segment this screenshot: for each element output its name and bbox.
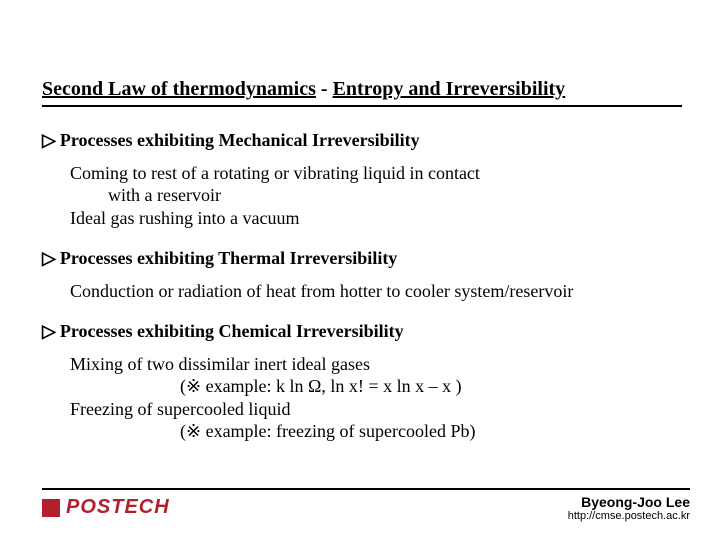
section-heading-mechanical: ▷Processes exhibiting Mechanical Irrever… xyxy=(42,129,678,152)
logo-text: POSTECH xyxy=(66,496,170,519)
body-line: with a reservoir xyxy=(70,184,678,207)
section-heading-text: Processes exhibiting Thermal Irreversibi… xyxy=(60,248,397,268)
triangle-bullet-icon: ▷ xyxy=(42,129,56,152)
section-heading-chemical: ▷Processes exhibiting Chemical Irreversi… xyxy=(42,320,678,343)
footer-row: POSTECH Byeong-Joo Lee http://cmse.poste… xyxy=(42,494,690,522)
section-heading-text: Processes exhibiting Chemical Irreversib… xyxy=(60,321,404,341)
footer-right: Byeong-Joo Lee http://cmse.postech.ac.kr xyxy=(568,494,690,522)
section-body-mechanical: Coming to rest of a rotating or vibratin… xyxy=(70,162,678,230)
body-line: (※ example: freezing of supercooled Pb) xyxy=(70,420,678,443)
body-line: Conduction or radiation of heat from hot… xyxy=(70,280,678,303)
title-part-2: Entropy and Irreversibility xyxy=(333,78,566,100)
section-heading-text: Processes exhibiting Mechanical Irrevers… xyxy=(60,130,420,150)
section-body-thermal: Conduction or radiation of heat from hot… xyxy=(70,280,678,303)
footer: POSTECH Byeong-Joo Lee http://cmse.poste… xyxy=(42,488,690,522)
content-area: ▷Processes exhibiting Mechanical Irrever… xyxy=(42,107,678,443)
postech-logo: POSTECH xyxy=(42,494,170,519)
body-line: Coming to rest of a rotating or vibratin… xyxy=(70,162,678,185)
title-area: Second Law of thermodynamics - Entropy a… xyxy=(42,0,678,107)
title-dash: - xyxy=(316,78,333,100)
body-line: Ideal gas rushing into a vacuum xyxy=(70,207,678,230)
slide-title: Second Law of thermodynamics - Entropy a… xyxy=(42,78,678,101)
body-line: Mixing of two dissimilar inert ideal gas… xyxy=(70,353,678,376)
footer-rule xyxy=(42,488,690,490)
author-url: http://cmse.postech.ac.kr xyxy=(568,510,690,522)
triangle-bullet-icon: ▷ xyxy=(42,320,56,343)
title-part-1: Second Law of thermodynamics xyxy=(42,78,316,100)
logo-badge-icon xyxy=(42,499,60,517)
slide: Second Law of thermodynamics - Entropy a… xyxy=(0,0,720,540)
author-name: Byeong-Joo Lee xyxy=(568,494,690,510)
triangle-bullet-icon: ▷ xyxy=(42,247,56,270)
body-line: (※ example: k ln Ω, ln x! = x ln x – x ) xyxy=(70,375,678,398)
section-body-chemical: Mixing of two dissimilar inert ideal gas… xyxy=(70,353,678,443)
body-line: Freezing of supercooled liquid xyxy=(70,398,678,421)
section-heading-thermal: ▷Processes exhibiting Thermal Irreversib… xyxy=(42,247,678,270)
